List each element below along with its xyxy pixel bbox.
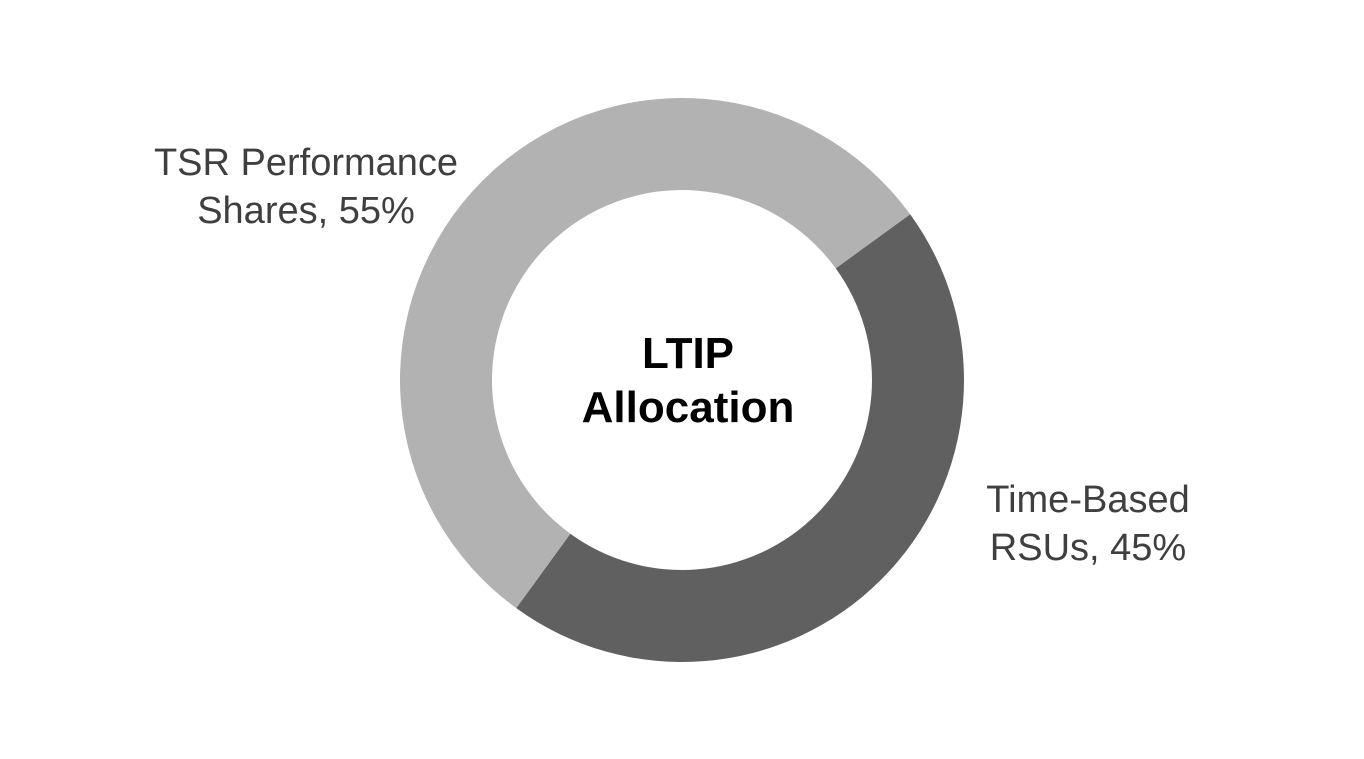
slice-label-tsr-line-1: TSR Performance [154, 142, 458, 184]
slice-label-rsu-line-2: RSUs, 45% [990, 527, 1186, 569]
slice-label-tsr-line-2: Shares, 55% [197, 190, 415, 232]
donut-slices [400, 98, 964, 662]
chart-title-line-2: Allocation [582, 383, 795, 432]
slice-label-rsu-line-1: Time-Based [986, 479, 1189, 521]
chart-title-line-1: LTIP [642, 329, 734, 378]
donut-slice-time-based-rsus [516, 214, 964, 662]
